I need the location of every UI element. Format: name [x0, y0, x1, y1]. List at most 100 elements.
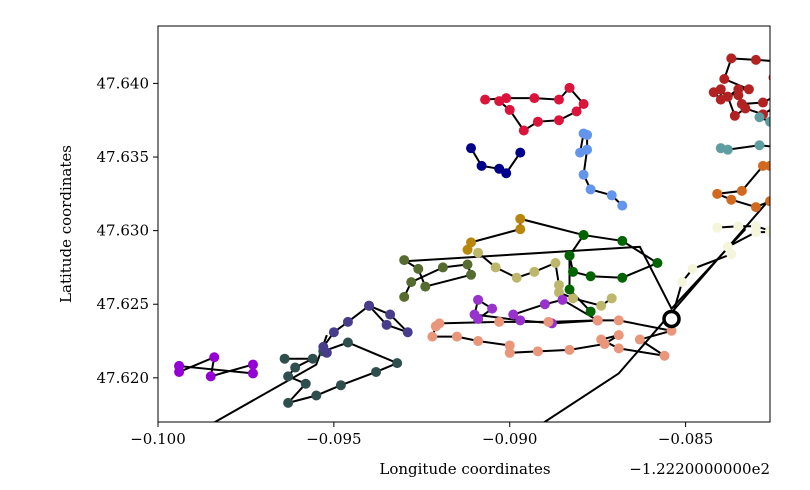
data-point-9-0: [480, 94, 491, 105]
data-point-12-13: [733, 84, 744, 95]
data-point-7-4: [515, 315, 526, 326]
data-point-13-0: [754, 112, 765, 123]
data-point-9-9: [518, 125, 529, 136]
series-points: [174, 53, 803, 408]
data-point-9-3: [553, 94, 564, 105]
data-point-14-3: [772, 186, 782, 196]
data-point-7-9: [508, 309, 519, 320]
data-point-1-8: [371, 366, 382, 377]
x-offset-text: −1.2220000000e2: [629, 460, 770, 478]
data-point-8-12: [659, 350, 670, 361]
data-point-9-5: [578, 99, 589, 110]
data-point-17-1: [733, 221, 744, 232]
data-point-12-6: [772, 90, 782, 100]
y-tick-label: 47.630: [97, 222, 150, 240]
data-point-8-16: [592, 315, 603, 326]
data-point-0-2: [209, 352, 220, 363]
data-point-13-5: [754, 140, 765, 151]
data-point-6-6: [578, 230, 589, 241]
data-point-4-1: [466, 237, 477, 248]
data-point-12-14: [722, 91, 733, 102]
y-axis-label: Latitude coordinates: [57, 145, 75, 303]
data-point-11-2: [582, 129, 593, 140]
data-point-7-1: [487, 303, 498, 314]
data-point-2-6: [402, 327, 413, 338]
data-point-12-16: [740, 103, 751, 114]
data-point-0-6: [174, 361, 185, 372]
x-tick-label: −0.085: [658, 430, 714, 448]
data-point-8-2: [451, 331, 462, 342]
data-point-5-9: [606, 293, 617, 304]
data-point-14-5: [793, 198, 803, 208]
data-point-2-2: [328, 327, 339, 338]
data-point-14-9: [750, 202, 761, 213]
series-line-17: [670, 225, 770, 320]
data-point-7-3: [469, 309, 480, 320]
data-point-8-1: [427, 331, 438, 342]
data-point-11-5: [585, 184, 596, 195]
series-line-13: [720, 116, 770, 151]
data-point-5-5: [553, 280, 564, 291]
data-point-4-3: [515, 213, 526, 224]
data-point-6-5: [617, 235, 628, 246]
data-point-8-11: [613, 343, 624, 354]
data-point-6-8: [564, 284, 575, 295]
data-point-10-0: [466, 143, 477, 154]
data-point-8-10: [596, 334, 607, 345]
data-point-0-5: [247, 368, 258, 379]
data-point-8-3: [473, 336, 484, 347]
data-point-13-1: [765, 116, 770, 127]
data-point-8-6: [532, 346, 543, 357]
x-tick-label: −0.090: [482, 430, 538, 448]
data-point-8-5: [504, 347, 515, 358]
data-point-8-14: [666, 325, 677, 336]
data-point-12-12: [743, 84, 754, 95]
plot-frame: [157, 25, 771, 423]
data-point-2-3: [342, 316, 353, 327]
data-point-14-12: [736, 185, 747, 196]
data-point-8-9: [613, 330, 624, 341]
data-point-9-8: [532, 116, 543, 127]
series-line-4: [466, 217, 584, 251]
x-ticks: −0.100−0.095−0.090−0.085−0.080: [130, 422, 714, 448]
y-tick-label: 47.635: [97, 148, 150, 166]
data-point-17-8: [726, 249, 737, 260]
data-point-3-6: [413, 263, 424, 274]
data-point-9-6: [571, 106, 582, 117]
data-point-1-10: [342, 337, 353, 348]
data-point-8-20: [430, 321, 441, 332]
data-point-9-11: [494, 96, 505, 107]
data-point-17-0: [712, 222, 723, 233]
data-point-6-4: [652, 258, 663, 269]
data-point-11-6: [606, 190, 617, 201]
data-point-1-6: [311, 390, 322, 401]
data-point-8-15: [613, 315, 624, 326]
data-point-11-3: [582, 144, 593, 155]
data-point-10-4: [515, 147, 526, 158]
data-point-3-0: [399, 291, 410, 302]
data-point-10-3: [501, 168, 512, 179]
trunk-lines: [213, 197, 770, 422]
data-point-7-8: [539, 299, 550, 310]
data-point-1-4: [300, 378, 311, 389]
data-point-3-1: [406, 277, 417, 288]
data-point-14-13: [757, 160, 768, 171]
data-point-11-7: [617, 200, 628, 211]
data-point-12-5: [757, 97, 768, 108]
data-point-1-3: [283, 371, 294, 382]
data-point-9-4: [564, 82, 575, 93]
data-point-0-3: [205, 371, 216, 382]
highlight-layer: [662, 309, 681, 329]
data-point-17-9: [687, 263, 698, 274]
data-point-14-4: [779, 187, 789, 197]
data-point-1-1: [307, 353, 318, 364]
trunk-line-2: [400, 228, 747, 311]
data-point-17-6: [750, 227, 761, 238]
y-tick-label: 47.625: [97, 295, 150, 313]
data-point-4-2: [515, 224, 526, 235]
data-point-6-7: [564, 250, 575, 261]
data-point-8-17: [543, 316, 554, 327]
data-point-1-0: [279, 353, 290, 364]
data-point-3-2: [437, 262, 448, 273]
